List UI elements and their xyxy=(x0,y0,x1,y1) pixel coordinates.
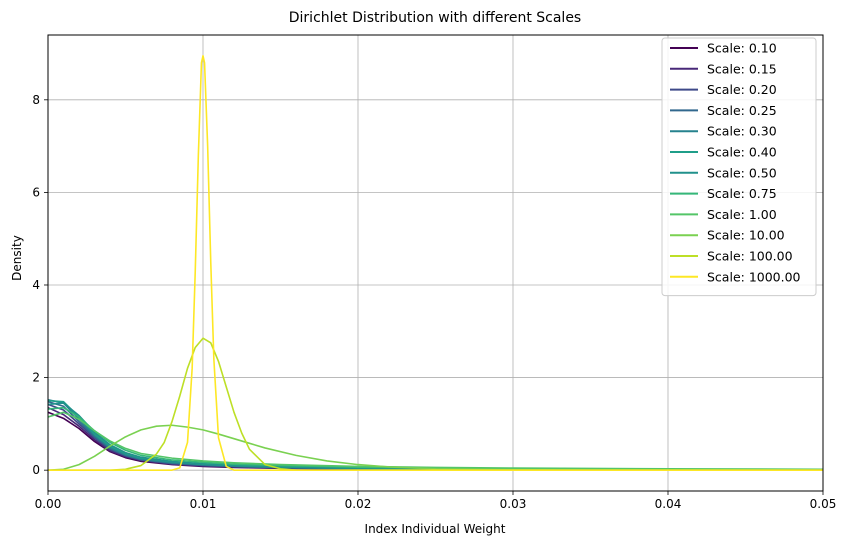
legend-label: Scale: 0.75 xyxy=(707,186,777,201)
y-tick-label: 6 xyxy=(32,185,40,199)
axis-ticks: 0.00 0.01 0.02 0.03 0.04 0.05 0 2 4 6 8 xyxy=(32,93,836,511)
legend-label: Scale: 0.10 xyxy=(707,41,777,56)
x-tick-label: 0.02 xyxy=(345,497,372,511)
legend: Scale: 0.10 Scale: 0.15 Scale: 0.20 Scale: … xyxy=(661,37,817,297)
x-tick-label: 0.00 xyxy=(35,497,62,511)
series-line xyxy=(48,424,823,471)
x-tick-label: 0.04 xyxy=(655,497,682,511)
legend-label: Scale: 0.30 xyxy=(707,124,777,139)
legend-label: Scale: 0.15 xyxy=(707,61,777,76)
y-tick-label: 2 xyxy=(32,371,40,385)
series-line xyxy=(48,337,823,471)
legend-label: Scale: 1000.00 xyxy=(707,269,801,284)
chart-title: Dirichlet Distribution with different Sc… xyxy=(289,10,581,26)
series-line xyxy=(48,411,823,471)
legend-label: Scale: 0.40 xyxy=(707,145,777,160)
y-axis-label: Density xyxy=(10,235,24,281)
y-tick-label: 4 xyxy=(32,278,40,292)
x-axis-label: Index Individual Weight xyxy=(365,522,506,536)
legend-label: Scale: 10.00 xyxy=(707,228,785,243)
legend-label: Scale: 1.00 xyxy=(707,207,777,222)
x-tick-label: 0.03 xyxy=(500,497,527,511)
legend-label: Scale: 100.00 xyxy=(707,249,793,264)
legend-box xyxy=(661,37,817,297)
y-tick-label: 8 xyxy=(32,93,40,107)
legend-label: Scale: 0.20 xyxy=(707,82,777,97)
series-line xyxy=(48,402,823,471)
plot-frame xyxy=(47,34,824,492)
legend-label: Scale: 0.25 xyxy=(707,103,777,118)
series-line xyxy=(48,55,823,471)
x-tick-label: 0.01 xyxy=(190,497,217,511)
x-tick-label: 0.05 xyxy=(810,497,837,511)
plot-area xyxy=(48,55,823,471)
y-tick-label: 0 xyxy=(32,463,40,477)
legend-label: Scale: 0.50 xyxy=(707,165,777,180)
